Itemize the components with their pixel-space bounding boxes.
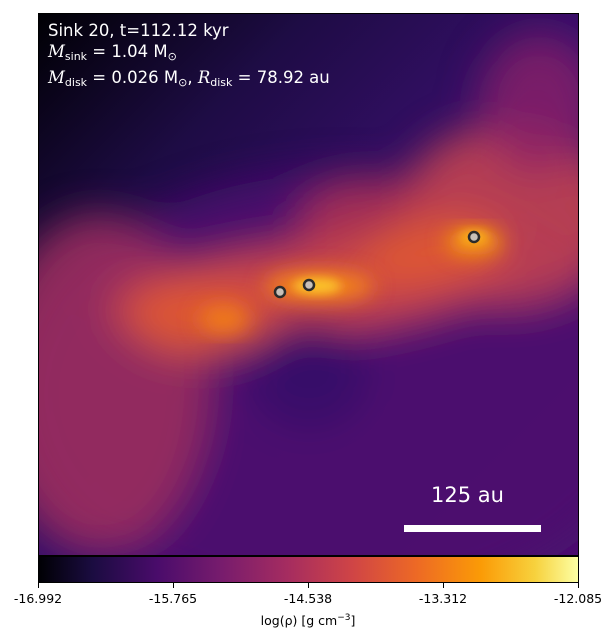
scale-bar-label: 125 au [431, 483, 504, 507]
colorbar-tick-label: -16.992 [13, 591, 63, 606]
colorbar-label: log(ρ) [g cm−3] [260, 613, 356, 629]
density-map-image [39, 14, 578, 555]
colorbar-tick-label: -15.765 [148, 591, 198, 606]
colorbar-tick [578, 583, 579, 588]
sink-time-line: Sink 20, t=112.12 kyr [48, 21, 229, 40]
scale-bar [404, 525, 541, 532]
sink-info-text: Sink 20, t=112.12 kyr Msink = 1.04 M⊙ Md… [48, 20, 330, 93]
disk-line: Mdisk = 0.026 M⊙, Rdisk = 78.92 au [48, 68, 330, 89]
sink-marker [302, 278, 316, 292]
sink-marker [273, 285, 287, 299]
colorbar [38, 556, 579, 583]
colorbar-tick-label: -12.085 [553, 591, 603, 606]
colorbar-tick [308, 583, 309, 588]
density-map-panel: Sink 20, t=112.12 kyr Msink = 1.04 M⊙ Md… [38, 13, 579, 556]
sink-mass-line: Msink = 1.04 M⊙ [48, 42, 177, 63]
sink-marker [467, 230, 481, 244]
colorbar-tick-label: -13.312 [418, 591, 468, 606]
colorbar-tick-label: -14.538 [283, 591, 333, 606]
colorbar-tick [173, 583, 174, 588]
colorbar-tick [38, 583, 39, 588]
colorbar-tick [443, 583, 444, 588]
